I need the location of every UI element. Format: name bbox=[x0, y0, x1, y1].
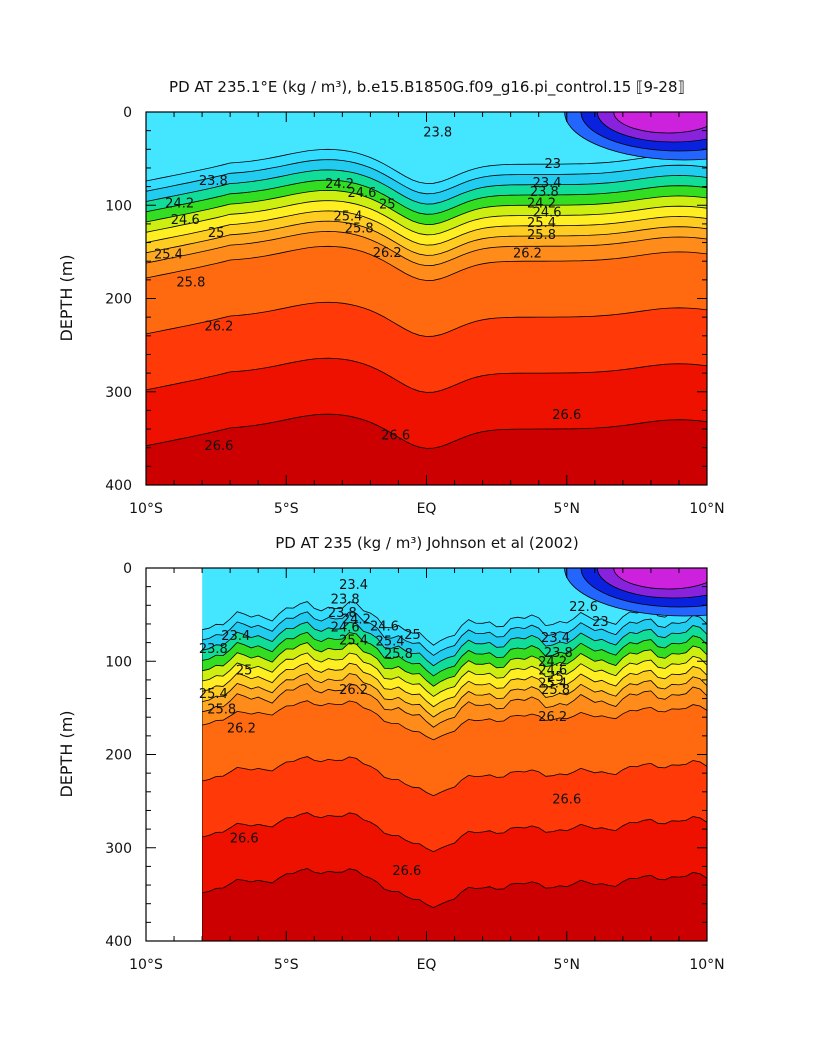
contour-label: 24.6 bbox=[348, 186, 377, 201]
contour-label: 23.8 bbox=[544, 646, 573, 661]
contour-label: 26.6 bbox=[204, 439, 233, 454]
x-tick-label: 5°S bbox=[274, 957, 299, 973]
y-tick-label: 400 bbox=[105, 478, 132, 494]
bottom-y-axis-label: DEPTH (m) bbox=[57, 710, 76, 797]
contour-label: 23.4 bbox=[221, 629, 250, 644]
x-tick-label: 10°S bbox=[129, 501, 163, 517]
contour-label: 25.8 bbox=[176, 276, 205, 291]
contour-label: 23.8 bbox=[423, 126, 452, 141]
contour-label: 26.6 bbox=[230, 831, 259, 846]
x-tick-label: 5°N bbox=[554, 501, 580, 517]
contour-label: 25 bbox=[379, 197, 396, 212]
contour-label: 25 bbox=[547, 670, 564, 685]
density-layer bbox=[146, 413, 707, 485]
contour-label: 23.4 bbox=[541, 631, 570, 646]
y-tick-label: 100 bbox=[105, 198, 132, 214]
y-tick-label: 400 bbox=[105, 934, 132, 950]
contour-label: 25.4 bbox=[154, 248, 183, 263]
contour-label: 24.2 bbox=[342, 612, 371, 627]
contour-label: 26.2 bbox=[227, 721, 256, 736]
contour-label: 26.6 bbox=[552, 792, 581, 807]
contour-label: 22.6 bbox=[569, 600, 598, 615]
contour-label: 25 bbox=[236, 664, 253, 679]
top-y-axis-label: DEPTH (m) bbox=[57, 254, 76, 341]
contour-label: 25 bbox=[208, 226, 225, 241]
y-tick-label: 300 bbox=[105, 841, 132, 857]
contour-label: 25.4 bbox=[199, 687, 228, 702]
x-tick-label: 5°N bbox=[554, 957, 580, 973]
contour-label: 23.4 bbox=[339, 578, 368, 593]
contour-label: 23 bbox=[544, 157, 561, 172]
contour-label: 25.4 bbox=[527, 216, 556, 231]
contour-label: 24.2 bbox=[527, 196, 556, 211]
contour-label: 26.2 bbox=[339, 683, 368, 698]
contour-label: 24.2 bbox=[165, 196, 194, 211]
x-tick-label: 10°S bbox=[129, 957, 163, 973]
x-tick-label: EQ bbox=[417, 501, 437, 517]
contour-label: 25.8 bbox=[527, 228, 556, 243]
contour-label: 23.8 bbox=[331, 593, 360, 608]
bottom-contour-panel: PD AT 235 (kg / m³) Johnson et al (2002)… bbox=[57, 534, 725, 973]
contour-label: 25.8 bbox=[207, 703, 236, 718]
contour-label: 25.4 bbox=[339, 634, 368, 649]
x-tick-label: 10°N bbox=[689, 957, 724, 973]
x-tick-label: 10°N bbox=[689, 501, 724, 517]
contour-label: 25.8 bbox=[345, 222, 374, 237]
contour-label: 26.6 bbox=[392, 864, 421, 879]
contour-label: 26.2 bbox=[373, 246, 402, 261]
x-tick-label: EQ bbox=[417, 957, 437, 973]
contour-label: 24.6 bbox=[370, 620, 399, 635]
contour-label: 24.6 bbox=[533, 206, 562, 221]
contour-label: 24.2 bbox=[538, 655, 567, 670]
density-layer bbox=[202, 868, 707, 941]
contour-label: 26.6 bbox=[381, 429, 410, 444]
y-tick-label: 200 bbox=[105, 748, 132, 764]
contour-label: 25.4 bbox=[538, 677, 567, 692]
low-density-contour bbox=[613, 568, 707, 590]
contour-label: 23.4 bbox=[533, 176, 562, 191]
contour-label: 25.4 bbox=[376, 635, 405, 650]
contour-label: 26.2 bbox=[538, 710, 567, 725]
y-tick-label: 0 bbox=[123, 105, 132, 121]
contour-field bbox=[146, 112, 707, 485]
contour-label: 25.8 bbox=[384, 647, 413, 662]
contour-label: 25 bbox=[404, 628, 421, 643]
contour-label: 25.8 bbox=[541, 683, 570, 698]
contour-field bbox=[202, 568, 707, 941]
contour-label: 23 bbox=[592, 615, 609, 630]
contour-label: 26.2 bbox=[204, 319, 233, 334]
contour-label: 26.2 bbox=[513, 247, 542, 262]
contour-label: 24.2 bbox=[325, 177, 354, 192]
contour-label: 24.6 bbox=[538, 664, 567, 679]
contour-label: 23.8 bbox=[530, 185, 559, 200]
contour-label: 23.8 bbox=[199, 174, 228, 189]
top-panel-title: PD AT 235.1°E (kg / m³), b.e15.B1850G.f0… bbox=[169, 78, 685, 97]
y-tick-label: 0 bbox=[123, 561, 132, 577]
bottom-panel-title: PD AT 235 (kg / m³) Johnson et al (2002) bbox=[275, 534, 578, 552]
x-tick-label: 5°S bbox=[274, 501, 299, 517]
top-contour-panel: PD AT 235.1°E (kg / m³), b.e15.B1850G.f0… bbox=[57, 78, 725, 517]
contour-label: 23.8 bbox=[199, 642, 228, 657]
contour-label: 25.4 bbox=[333, 209, 362, 224]
y-tick-label: 300 bbox=[105, 385, 132, 401]
low-density-contour bbox=[613, 112, 707, 134]
contour-label: 24.6 bbox=[331, 621, 360, 636]
contour-label: 24.6 bbox=[171, 213, 200, 228]
y-tick-label: 200 bbox=[105, 292, 132, 308]
contour-label: 23.8 bbox=[328, 606, 357, 621]
contour-label: 26.6 bbox=[552, 408, 581, 423]
y-tick-label: 100 bbox=[105, 654, 132, 670]
